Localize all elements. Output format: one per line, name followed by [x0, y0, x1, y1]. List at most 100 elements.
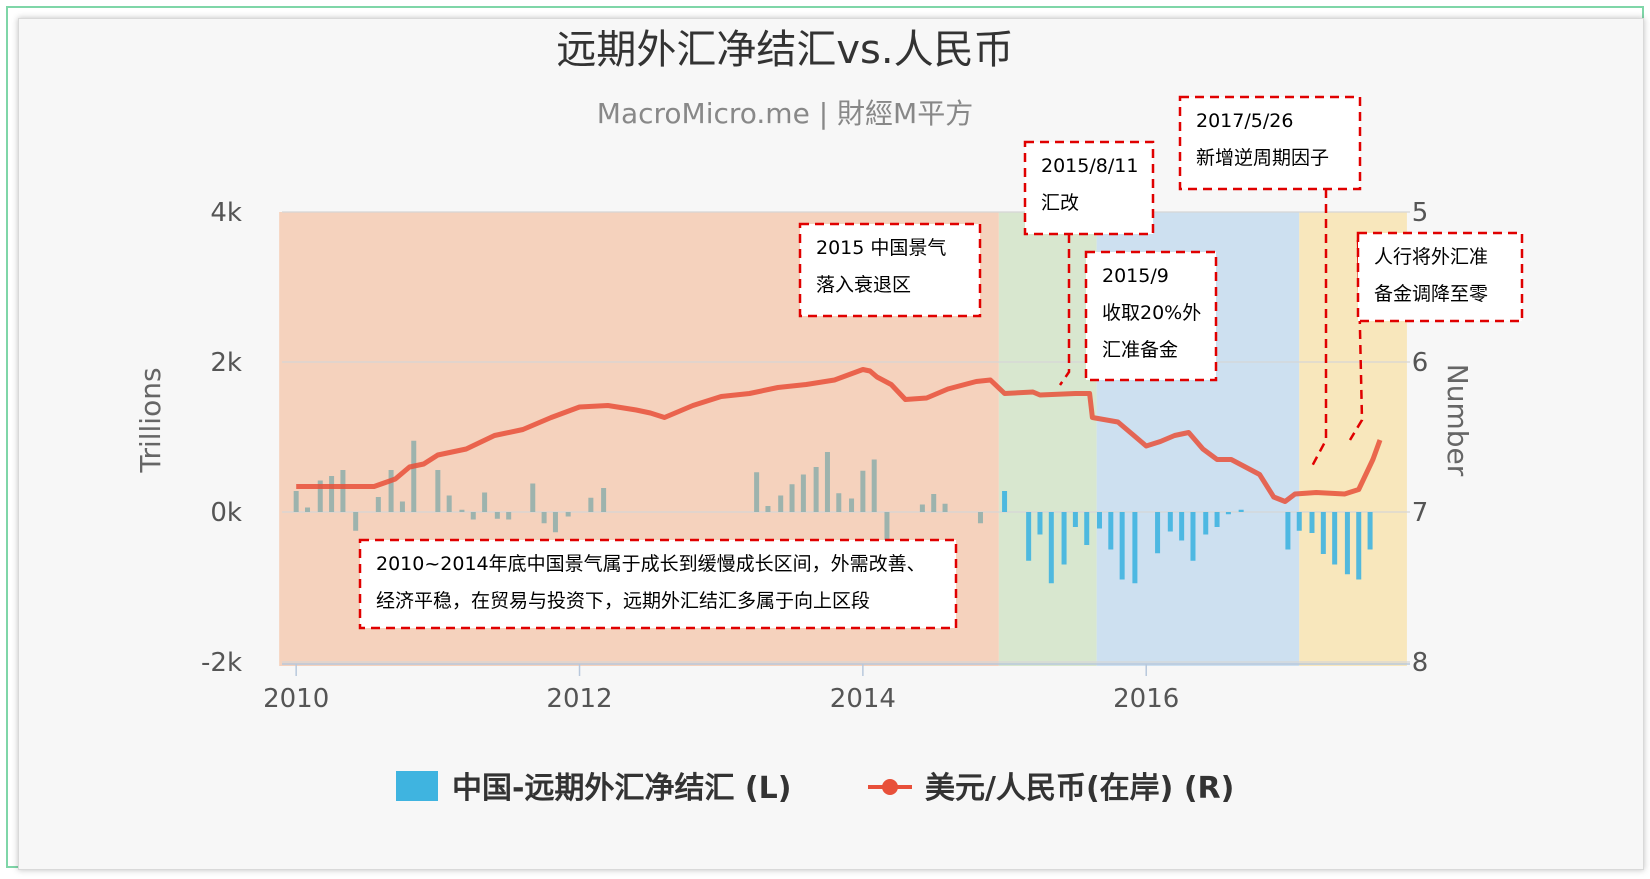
bar: [1026, 512, 1032, 561]
bar: [1179, 512, 1185, 541]
bar: [1203, 512, 1209, 535]
bar: [919, 504, 925, 512]
annotation-text: 新增逆周期因子: [1196, 147, 1329, 169]
bar: [541, 512, 547, 524]
bar: [293, 491, 299, 512]
bar: [1344, 512, 1350, 575]
bar: [305, 507, 311, 512]
bar: [1320, 512, 1326, 554]
bar: [1167, 512, 1173, 532]
bar: [1367, 512, 1373, 550]
bar: [942, 503, 948, 512]
gridlines: [282, 211, 1410, 665]
line-series: [296, 367, 1383, 504]
bar: [530, 483, 536, 512]
bar: [836, 493, 842, 512]
left-tick-label: 0k: [210, 498, 242, 528]
annotation-leader: [1058, 234, 1071, 386]
bar: [399, 501, 405, 512]
bar: [1119, 512, 1125, 580]
bar: [375, 497, 381, 512]
annotation-text: 经济平稳，在贸易与投资下，远期外汇结汇多属于向上区段: [376, 590, 870, 612]
annotation-box: [798, 222, 982, 318]
bar: [459, 509, 465, 512]
bar: [789, 484, 795, 512]
bar: [800, 474, 806, 512]
annotation-text: 汇改: [1041, 192, 1079, 214]
bar: [446, 495, 452, 512]
annotation-leader: [1308, 189, 1328, 471]
annotation-text: 2015/8/11: [1041, 155, 1138, 177]
bar: [470, 512, 476, 520]
bar: [411, 440, 417, 512]
right-axis-title: Number: [1441, 364, 1474, 477]
annotation-text: 汇准备金: [1102, 339, 1178, 361]
left-tick-label: -2k: [201, 648, 242, 678]
bar: [1072, 512, 1078, 527]
chart-subtitle: MacroMicro.me | 財經M平方: [597, 97, 973, 130]
bar: [765, 506, 771, 512]
bar: [317, 480, 323, 512]
bar: [552, 512, 558, 533]
bar: [1309, 512, 1315, 533]
usd-cny-line: [296, 367, 1383, 504]
bar: [601, 488, 607, 512]
bar: [588, 497, 594, 512]
bar: [1356, 512, 1362, 580]
bar: [813, 467, 819, 512]
bar: [778, 495, 784, 512]
bar: [860, 470, 866, 512]
bar: [388, 470, 394, 512]
bar: [353, 512, 359, 531]
bar: [884, 512, 890, 541]
bar: [1285, 512, 1291, 550]
x-tick-label: 2010: [263, 684, 329, 714]
bar: [506, 512, 512, 520]
annotation-box: [1356, 231, 1524, 323]
bar: [1048, 512, 1054, 584]
annotation-box: [358, 538, 958, 630]
legend-bar-swatch: [396, 771, 438, 801]
x-tick-label: 2012: [546, 684, 612, 714]
right-tick-label: 8: [1412, 648, 1429, 678]
right-tick-label: 6: [1412, 348, 1429, 378]
annotation-box: [1023, 140, 1155, 236]
annotation-text: 2015/9: [1102, 265, 1169, 287]
band-1: [998, 212, 1097, 666]
axis-ticks: 4k 2k 0k -2k 5 6 7 8 2010 2012 2014 2016: [201, 198, 1428, 714]
x-tick-label: 2016: [1113, 684, 1179, 714]
bar: [1108, 512, 1114, 550]
legend-line-marker: [882, 779, 898, 795]
bar: [1037, 512, 1043, 535]
background-bands: [279, 212, 1407, 666]
bar: [871, 459, 877, 512]
bar: [824, 452, 830, 512]
annotation-text: 2017/5/26: [1196, 110, 1293, 132]
legend-bar-label[interactable]: 中国-远期外汇净结汇 (L): [452, 771, 791, 806]
bar: [482, 492, 488, 512]
left-axis-title: Trillions: [134, 367, 167, 473]
chart-title: 远期外汇净结汇vs.人民币: [556, 27, 1013, 73]
bar: [754, 472, 760, 512]
legend-line-label[interactable]: 美元/人民币(在岸) (R): [925, 771, 1234, 806]
annotation-text: 备金调降至零: [1374, 283, 1488, 305]
bar: [849, 498, 855, 512]
left-tick-label: 2k: [210, 348, 242, 378]
bar: [931, 494, 937, 512]
bar: [1238, 509, 1244, 512]
legend[interactable]: 中国-远期外汇净结汇 (L) 美元/人民币(在岸) (R): [396, 771, 1234, 806]
bar: [1132, 512, 1138, 584]
bar: [340, 470, 346, 512]
annotation-text: 2010~2014年底中国景气属于成长到缓慢成长区间，外需改善、: [376, 553, 926, 575]
bar: [1096, 512, 1102, 529]
bar: [435, 470, 441, 512]
right-tick-label: 7: [1412, 498, 1429, 528]
bar: [1061, 512, 1067, 565]
bar: [1084, 512, 1090, 545]
x-tick-label: 2014: [830, 684, 896, 714]
left-tick-label: 4k: [210, 198, 242, 228]
annotation-box: [1178, 95, 1362, 191]
annotation-box: [1084, 250, 1218, 382]
